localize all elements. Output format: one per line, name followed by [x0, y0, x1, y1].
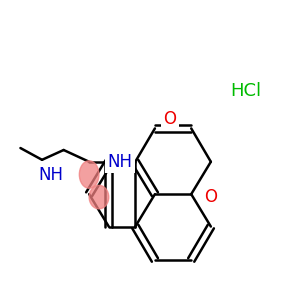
Ellipse shape: [89, 185, 109, 209]
Ellipse shape: [79, 161, 99, 188]
Text: HCl: HCl: [231, 82, 262, 100]
Text: NH: NH: [107, 153, 132, 171]
Text: O: O: [204, 188, 218, 206]
Text: O: O: [163, 110, 176, 128]
Text: NH: NH: [38, 166, 63, 184]
